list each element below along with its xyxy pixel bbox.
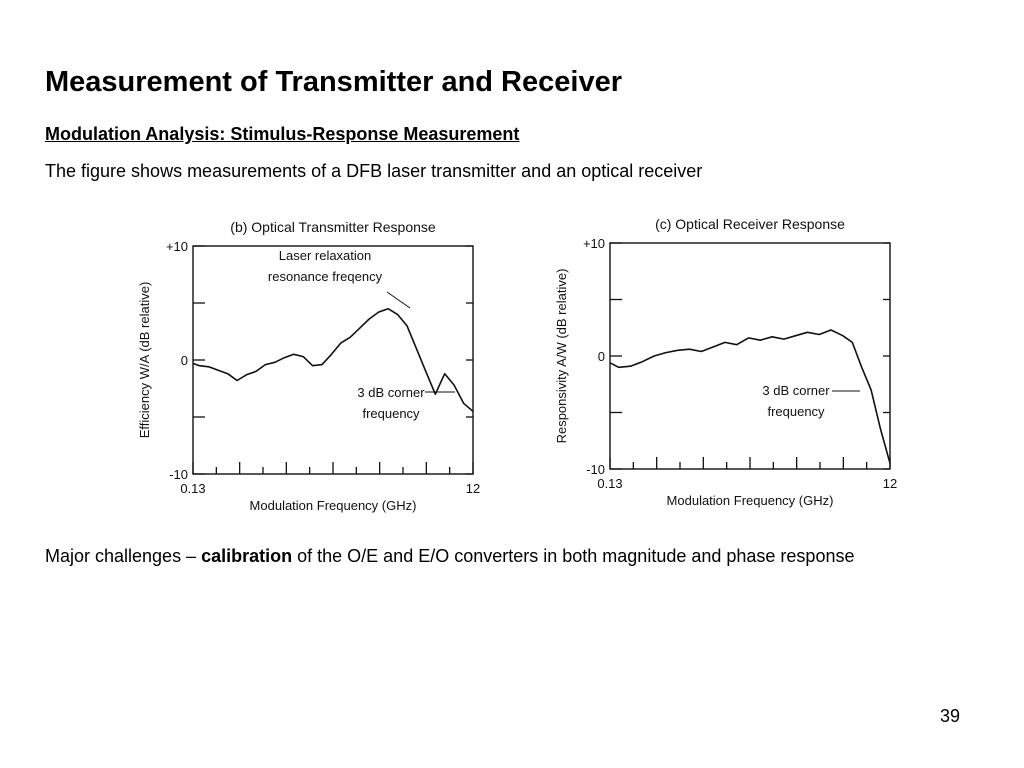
intro-text: The figure shows measurements of a DFB l… — [45, 161, 703, 181]
y-tick-label: +10 — [583, 236, 605, 251]
x-tick-label: 0.13 — [180, 481, 205, 496]
response-curve — [609, 329, 891, 464]
x-axis-label: Modulation Frequency (GHz) — [250, 498, 417, 513]
y-tick-label: 0 — [181, 353, 188, 368]
chart-annotation: Laser relaxation — [279, 248, 372, 263]
plot-frame — [609, 242, 891, 470]
x-tick-label: 0.13 — [597, 476, 622, 491]
x-tick-label: 12 — [883, 476, 897, 491]
annotation-leader-line — [386, 291, 411, 309]
receiver-response-chart: (c) Optical Receiver Response +10 0 -100.13… — [554, 216, 897, 508]
y-tick-label: -10 — [586, 462, 605, 477]
note-bold-term: calibration — [201, 546, 293, 566]
response-curve — [192, 307, 474, 412]
y-tick-label: 0 — [598, 349, 605, 364]
chart-annotation: frequency — [767, 404, 825, 419]
chart-annotation: 3 dB corner — [357, 385, 425, 400]
y-tick-label: -10 — [169, 467, 188, 482]
x-axis-label: Modulation Frequency (GHz) — [667, 493, 834, 508]
x-tick-label: 12 — [466, 481, 480, 496]
note-suffix: of the O/E and E/O converters in both ma… — [292, 546, 855, 566]
transmitter-response-chart: (b) Optical Transmitter Response +10 0 -100… — [137, 219, 480, 513]
y-tick-label: +10 — [166, 239, 188, 254]
slide-title: Measurement of Transmitter and Receiver — [45, 66, 622, 98]
note-prefix: Major challenges – — [45, 546, 202, 566]
challenges-note: Major challenges – calibration of the O/… — [45, 543, 995, 570]
chart-annotation: resonance freqency — [268, 269, 383, 284]
y-axis-label: Efficiency W/A (dB relative) — [137, 282, 152, 439]
y-axis-label: Responsivity A/W (dB relative) — [554, 269, 569, 444]
chart-annotation: frequency — [362, 406, 420, 421]
chart-title: (c) Optical Receiver Response — [655, 216, 845, 232]
page-number: 39 — [940, 706, 961, 726]
chart-title: (b) Optical Transmitter Response — [230, 219, 436, 235]
slide-subtitle: Modulation Analysis: Stimulus-Response M… — [45, 124, 520, 144]
chart-annotation: 3 dB corner — [762, 383, 830, 398]
